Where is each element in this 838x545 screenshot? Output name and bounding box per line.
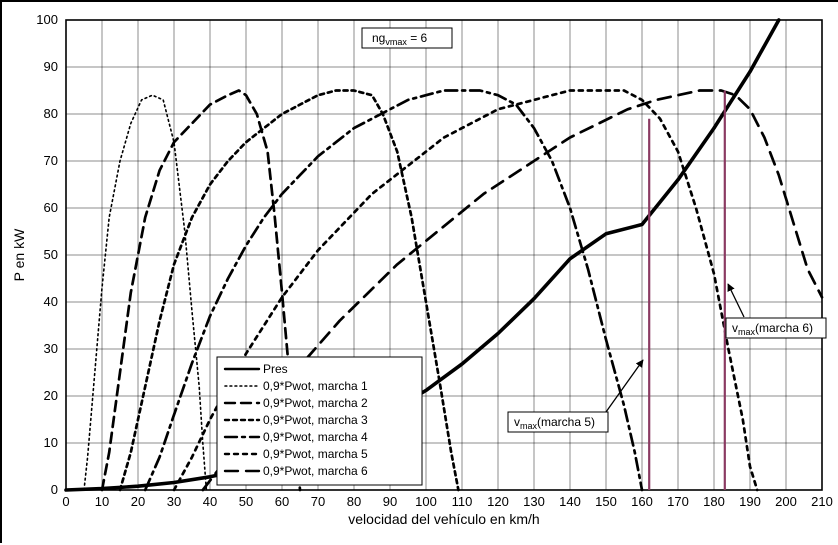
x-tick-label: 140 — [559, 494, 581, 509]
y-tick-label: 10 — [44, 435, 58, 450]
x-axis-label: velocidad del vehículo en km/h — [348, 511, 539, 527]
legend-label: 0,9*Pwot, marcha 4 — [263, 430, 368, 444]
x-tick-label: 20 — [131, 494, 145, 509]
y-tick-label: 80 — [44, 106, 58, 121]
legend-label: 0,9*Pwot, marcha 3 — [263, 413, 368, 427]
legend-label: 0,9*Pwot, marcha 1 — [263, 379, 368, 393]
legend-label: Pres — [263, 362, 288, 376]
y-tick-label: 20 — [44, 388, 58, 403]
y-axis-label: P en kW — [11, 228, 27, 281]
x-tick-label: 200 — [775, 494, 797, 509]
x-tick-label: 70 — [311, 494, 325, 509]
y-tick-label: 60 — [44, 200, 58, 215]
x-tick-label: 110 — [452, 494, 473, 509]
x-tick-label: 30 — [167, 494, 181, 509]
x-tick-label: 170 — [667, 494, 689, 509]
y-tick-label: 30 — [44, 341, 58, 356]
y-tick-label: 90 — [44, 59, 58, 74]
x-tick-label: 50 — [239, 494, 253, 509]
legend-label: 0,9*Pwot, marcha 6 — [263, 464, 368, 478]
x-tick-label: 100 — [415, 494, 437, 509]
y-tick-label: 100 — [36, 12, 58, 27]
x-tick-label: 60 — [275, 494, 289, 509]
legend-label: 0,9*Pwot, marcha 5 — [263, 447, 368, 461]
y-tick-label: 0 — [51, 482, 58, 497]
x-tick-label: 0 — [62, 494, 69, 509]
x-tick-label: 190 — [739, 494, 761, 509]
x-tick-label: 10 — [95, 494, 109, 509]
x-tick-label: 120 — [487, 494, 509, 509]
y-tick-label: 40 — [44, 294, 58, 309]
x-tick-label: 40 — [203, 494, 217, 509]
x-tick-label: 80 — [347, 494, 361, 509]
x-tick-label: 210 — [811, 494, 833, 509]
x-tick-label: 180 — [703, 494, 725, 509]
legend: Pres 0,9*Pwot, marcha 1 0,9*Pwot, marcha 2… — [217, 357, 422, 485]
legend-label: 0,9*Pwot, marcha 2 — [263, 396, 368, 410]
chart-container: { "chart": { "type": "line", "width": 83… — [0, 0, 838, 543]
x-tick-label: 150 — [595, 494, 617, 509]
y-tick-label: 70 — [44, 153, 58, 168]
x-tick-label: 130 — [523, 494, 545, 509]
power-speed-chart: 0102030405060708090100110120130140150160… — [2, 2, 838, 545]
x-tick-label: 160 — [631, 494, 653, 509]
x-tick-label: 90 — [383, 494, 397, 509]
y-tick-label: 50 — [44, 247, 58, 262]
